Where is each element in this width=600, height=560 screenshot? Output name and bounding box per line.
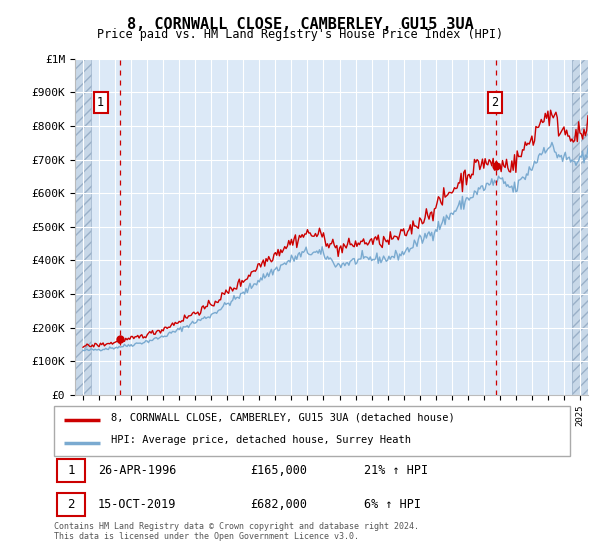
Text: Price paid vs. HM Land Registry's House Price Index (HPI): Price paid vs. HM Land Registry's House … — [97, 28, 503, 41]
Bar — [572, 59, 588, 395]
Text: £165,000: £165,000 — [250, 464, 307, 477]
Text: 1: 1 — [97, 96, 104, 109]
Text: £682,000: £682,000 — [250, 498, 307, 511]
Text: HPI: Average price, detached house, Surrey Heath: HPI: Average price, detached house, Surr… — [111, 435, 411, 445]
Text: 26-APR-1996: 26-APR-1996 — [98, 464, 176, 477]
Text: 1: 1 — [67, 464, 74, 477]
Text: 2: 2 — [67, 498, 74, 511]
FancyBboxPatch shape — [54, 406, 570, 456]
Bar — [572, 59, 588, 395]
FancyBboxPatch shape — [56, 459, 85, 482]
Text: 21% ↑ HPI: 21% ↑ HPI — [364, 464, 428, 477]
FancyBboxPatch shape — [56, 493, 85, 516]
Text: Contains HM Land Registry data © Crown copyright and database right 2024.
This d: Contains HM Land Registry data © Crown c… — [54, 522, 419, 542]
Bar — [75, 59, 91, 395]
Text: 15-OCT-2019: 15-OCT-2019 — [98, 498, 176, 511]
Text: 2: 2 — [491, 96, 499, 109]
Text: 8, CORNWALL CLOSE, CAMBERLEY, GU15 3UA: 8, CORNWALL CLOSE, CAMBERLEY, GU15 3UA — [127, 17, 473, 32]
Text: 8, CORNWALL CLOSE, CAMBERLEY, GU15 3UA (detached house): 8, CORNWALL CLOSE, CAMBERLEY, GU15 3UA (… — [111, 412, 455, 422]
Bar — [75, 59, 91, 395]
Text: 6% ↑ HPI: 6% ↑ HPI — [364, 498, 421, 511]
